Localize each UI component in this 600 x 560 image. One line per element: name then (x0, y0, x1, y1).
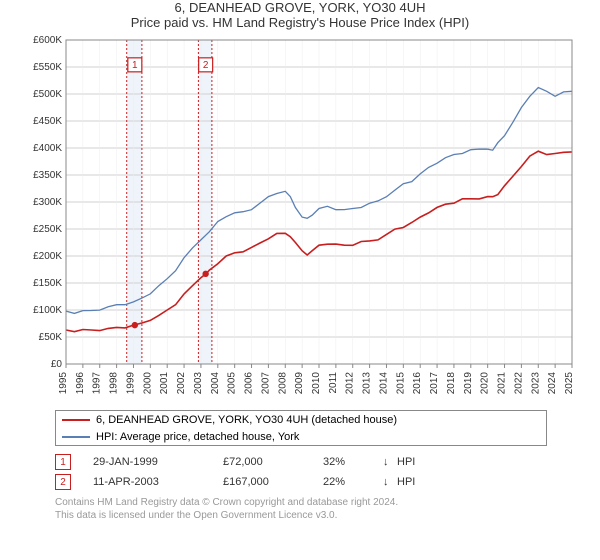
svg-text:£400K: £400K (33, 143, 62, 154)
transactions-table: 1 29-JAN-1999 £72,000 32% ↓ HPI 2 11-APR… (55, 452, 545, 492)
svg-text:1999: 1999 (125, 372, 136, 395)
svg-text:2006: 2006 (244, 372, 255, 395)
svg-text:1: 1 (132, 60, 138, 71)
svg-text:2: 2 (203, 60, 209, 71)
svg-text:2022: 2022 (513, 372, 524, 395)
row-date: 11-APR-2003 (93, 476, 223, 488)
legend-swatch (62, 419, 90, 421)
legend-swatch (62, 436, 90, 438)
down-arrow-icon: ↓ (383, 456, 397, 468)
row-marker: 2 (55, 474, 71, 490)
svg-text:2016: 2016 (412, 372, 423, 395)
table-row: 1 29-JAN-1999 £72,000 32% ↓ HPI (55, 452, 545, 472)
legend: 6, DEANHEAD GROVE, YORK, YO30 4UH (detac… (55, 410, 547, 446)
svg-text:2018: 2018 (446, 372, 457, 395)
legend-label: 6, DEANHEAD GROVE, YORK, YO30 4UH (detac… (96, 414, 397, 426)
svg-text:2009: 2009 (294, 372, 305, 395)
svg-text:£150K: £150K (33, 278, 62, 289)
svg-text:2011: 2011 (328, 372, 339, 394)
svg-text:2024: 2024 (547, 372, 558, 395)
svg-text:2023: 2023 (530, 372, 541, 395)
row-date: 29-JAN-1999 (93, 456, 223, 468)
svg-text:2015: 2015 (395, 372, 406, 395)
svg-text:£0: £0 (51, 359, 63, 370)
footer-line: Contains HM Land Registry data © Crown c… (55, 496, 600, 509)
page-title: 6, DEANHEAD GROVE, YORK, YO30 4UH (0, 0, 600, 15)
svg-text:2017: 2017 (429, 372, 440, 395)
svg-text:2008: 2008 (277, 372, 288, 395)
svg-text:1995: 1995 (58, 372, 69, 395)
svg-text:1997: 1997 (92, 372, 103, 395)
svg-text:2003: 2003 (193, 372, 204, 395)
svg-text:£600K: £600K (33, 35, 62, 46)
svg-text:2007: 2007 (260, 372, 271, 395)
svg-text:2019: 2019 (463, 372, 474, 395)
svg-text:£100K: £100K (33, 305, 62, 316)
row-suffix: HPI (397, 476, 415, 488)
svg-text:2010: 2010 (311, 372, 322, 395)
legend-label: HPI: Average price, detached house, York (96, 431, 299, 443)
svg-text:£300K: £300K (33, 197, 62, 208)
svg-text:2013: 2013 (362, 372, 373, 395)
svg-text:1996: 1996 (75, 372, 86, 395)
row-pct: 22% (323, 476, 383, 488)
svg-text:£250K: £250K (33, 224, 62, 235)
row-price: £167,000 (223, 476, 323, 488)
svg-text:£50K: £50K (39, 332, 63, 343)
footer-line: This data is licensed under the Open Gov… (55, 509, 600, 522)
svg-text:2004: 2004 (210, 372, 221, 395)
svg-text:£450K: £450K (33, 116, 62, 127)
table-row: 2 11-APR-2003 £167,000 22% ↓ HPI (55, 472, 545, 492)
svg-text:2020: 2020 (480, 372, 491, 395)
row-suffix: HPI (397, 456, 415, 468)
svg-text:£200K: £200K (33, 251, 62, 262)
legend-row: 6, DEANHEAD GROVE, YORK, YO30 4UH (detac… (56, 411, 546, 428)
svg-text:2014: 2014 (378, 372, 389, 395)
svg-text:2021: 2021 (497, 372, 508, 395)
row-price: £72,000 (223, 456, 323, 468)
price-chart: £0 £50K £100K £150K £200K £250K £300K £350K £400… (20, 34, 580, 404)
svg-text:2025: 2025 (564, 372, 575, 395)
legend-row: HPI: Average price, detached house, York (56, 428, 546, 445)
svg-text:2012: 2012 (345, 372, 356, 395)
svg-text:1998: 1998 (109, 372, 120, 395)
page-subtitle: Price paid vs. HM Land Registry's House … (0, 15, 600, 30)
svg-text:£550K: £550K (33, 62, 62, 73)
svg-text:2001: 2001 (159, 372, 170, 395)
row-marker: 1 (55, 454, 71, 470)
svg-text:£500K: £500K (33, 89, 62, 100)
footer-attribution: Contains HM Land Registry data © Crown c… (55, 496, 600, 522)
svg-text:2000: 2000 (142, 372, 153, 395)
svg-text:£350K: £350K (33, 170, 62, 181)
svg-text:2002: 2002 (176, 372, 187, 395)
row-pct: 32% (323, 456, 383, 468)
down-arrow-icon: ↓ (383, 476, 397, 488)
svg-text:2005: 2005 (227, 372, 238, 395)
